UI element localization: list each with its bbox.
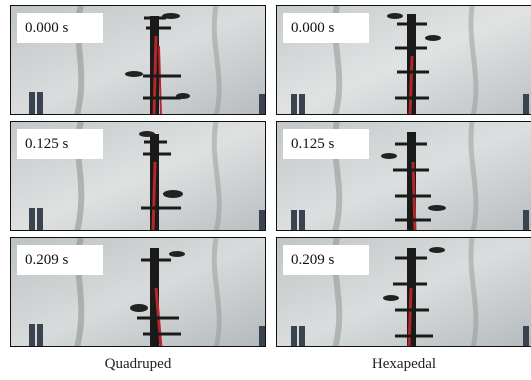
- quadruped-frame-0: 0.000 s: [10, 5, 266, 115]
- figure-grid: 0.000 s 0.125 s: [10, 5, 531, 347]
- timestamp: 0.209 s: [283, 245, 369, 275]
- quadruped-column: 0.000 s 0.125 s: [10, 5, 266, 347]
- quadruped-frame-2: 0.209 s: [10, 237, 266, 347]
- quadruped-caption: Quadruped: [104, 356, 172, 372]
- timestamp: 0.125 s: [283, 129, 369, 159]
- timestamp: 0.209 s: [17, 245, 103, 275]
- hexapedal-frame-2: 0.209 s: [276, 237, 531, 347]
- hexapedal-frame-1: 0.125 s: [276, 121, 531, 231]
- timestamp: 0.000 s: [17, 13, 103, 43]
- hexapedal-frame-0: 0.000 s: [276, 5, 531, 115]
- quadruped-frame-1: 0.125 s: [10, 121, 266, 231]
- quadruped-photo-0: [11, 6, 265, 114]
- timestamp: 0.000 s: [283, 13, 369, 43]
- hexapedal-column: 0.000 s 0.125 s: [276, 5, 531, 347]
- hexapedal-caption: Hexapedal: [371, 356, 437, 372]
- timestamp: 0.125 s: [17, 129, 103, 159]
